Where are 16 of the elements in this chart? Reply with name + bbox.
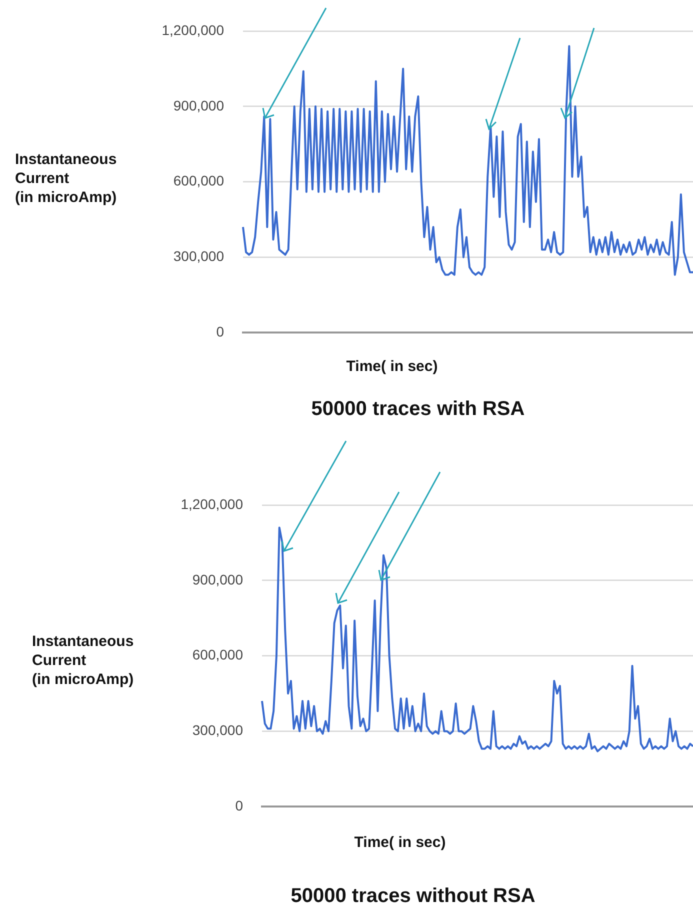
y-tick-label: 900,000 <box>173 97 224 114</box>
text: 50000 traces without RSA <box>290 885 536 908</box>
x-axis-title: Time( in sec) <box>354 834 446 851</box>
y-tick-label: 300,000 <box>173 248 224 264</box>
x-axis-title: Time( in sec) <box>346 358 438 375</box>
y-axis-title: Instantaneous Current (in microAmp) <box>15 150 117 207</box>
y-tick-label: 600,000 <box>192 646 244 663</box>
y-tick-label: 1,200,000 <box>180 496 244 512</box>
y-tick-label: 0 <box>216 323 224 340</box>
y-tick-label: 600,000 <box>173 172 224 189</box>
y-tick-label: 0 <box>235 797 244 814</box>
y-tick-label: 1,200,000 <box>162 22 224 38</box>
text: 50000 traces with RSA <box>311 398 525 421</box>
y-axis-title: Instantaneous Current (in microAmp) <box>32 632 134 689</box>
y-tick-label: 900,000 <box>192 571 244 588</box>
y-tick-label: 300,000 <box>192 722 244 738</box>
